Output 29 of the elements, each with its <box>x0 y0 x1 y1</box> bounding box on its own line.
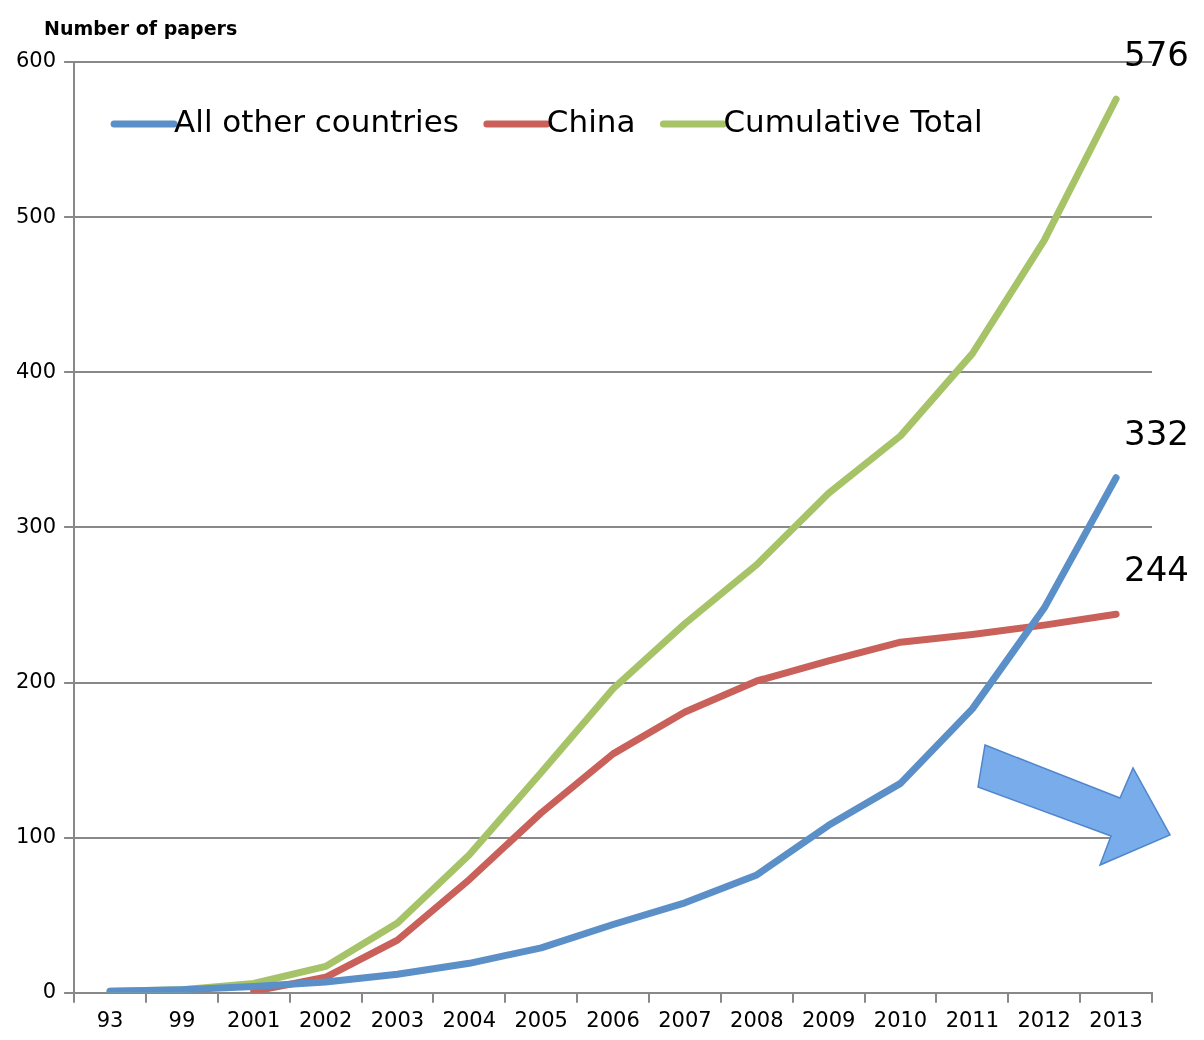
y-tick-label: 500 <box>15 203 57 228</box>
x-tick-label: 99 <box>168 1007 196 1032</box>
x-tick-label: 2013 <box>1089 1007 1143 1032</box>
x-tick-label: 2005 <box>514 1007 568 1032</box>
legend-label: All other countries <box>174 103 459 140</box>
x-tick-label: 2011 <box>945 1007 1000 1032</box>
legend-label: Cumulative Total <box>723 103 983 140</box>
y-tick-label: 100 <box>15 824 57 849</box>
x-tick-label: 2004 <box>442 1007 497 1032</box>
x-tick-label: 2006 <box>586 1007 640 1032</box>
x-tick-label: 2007 <box>658 1007 712 1032</box>
data-label: 576 <box>1124 34 1189 75</box>
x-tick-label: 2008 <box>730 1007 784 1032</box>
x-tick-label: 2010 <box>873 1007 928 1032</box>
x-tick-label: 2001 <box>227 1007 281 1032</box>
y-tick-label: 200 <box>15 668 57 693</box>
x-tick-label: 2009 <box>801 1007 856 1032</box>
y-tick-label: 600 <box>15 48 57 73</box>
y-tick-label: 400 <box>15 358 57 383</box>
y-axis-title: Number of papers <box>44 17 238 40</box>
y-tick-label: 0 <box>42 979 57 1004</box>
data-label: 332 <box>1124 412 1189 453</box>
x-tick-label: 2002 <box>298 1007 353 1032</box>
x-tick-label: 2003 <box>370 1007 425 1032</box>
data-label: 244 <box>1124 549 1189 590</box>
x-tick-label: 2012 <box>1017 1007 1071 1032</box>
x-tick-label: 93 <box>96 1007 124 1032</box>
legend-label: China <box>546 103 636 140</box>
y-tick-label: 300 <box>15 513 57 538</box>
